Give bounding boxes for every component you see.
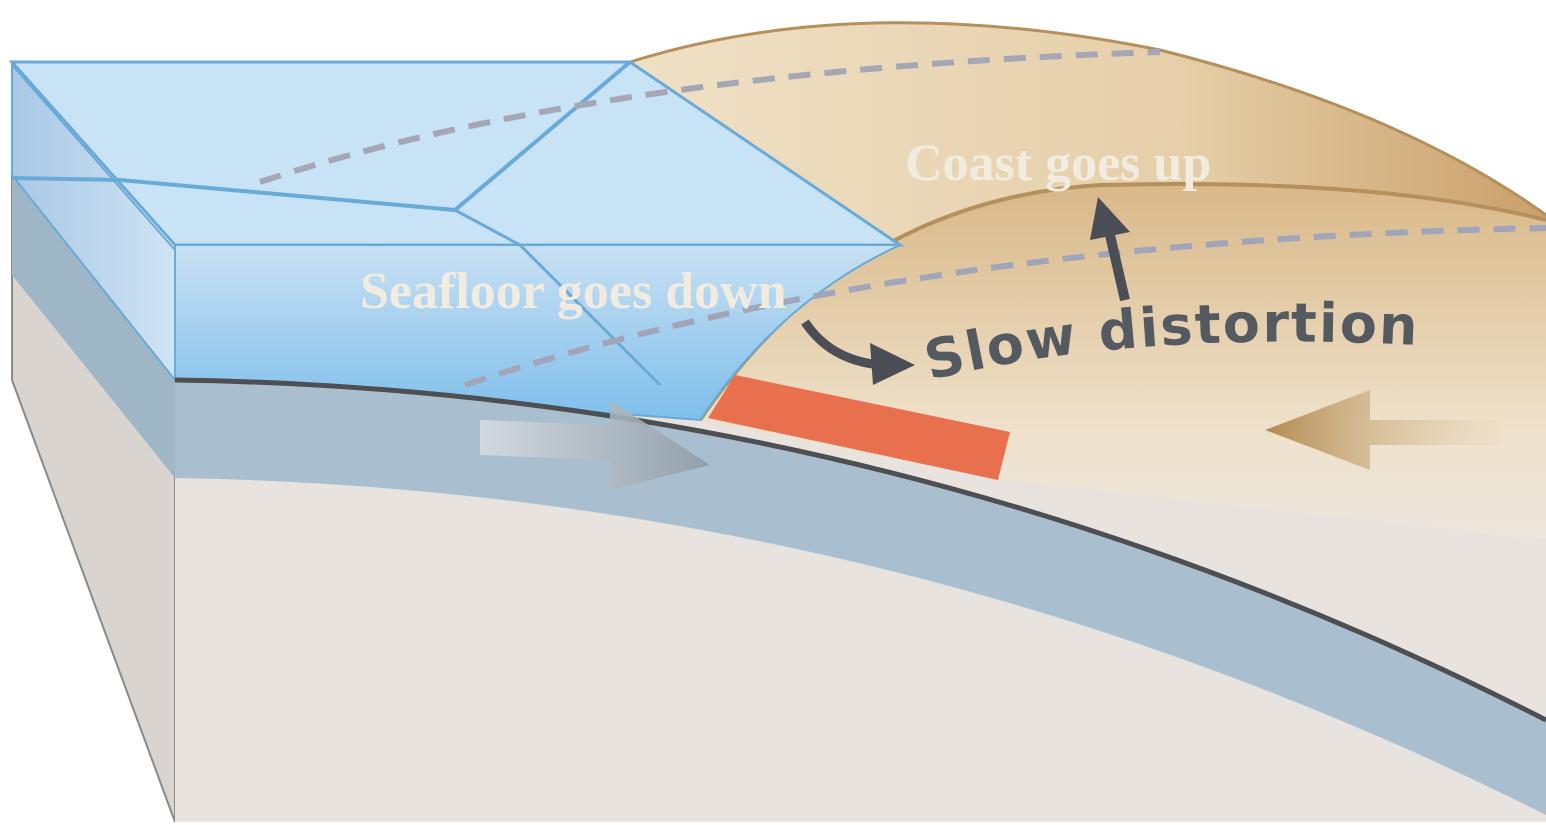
block <box>8 21 1546 823</box>
coast-label: Coast goes up <box>905 135 1211 192</box>
seafloor-label: Seafloor goes down <box>360 263 787 320</box>
